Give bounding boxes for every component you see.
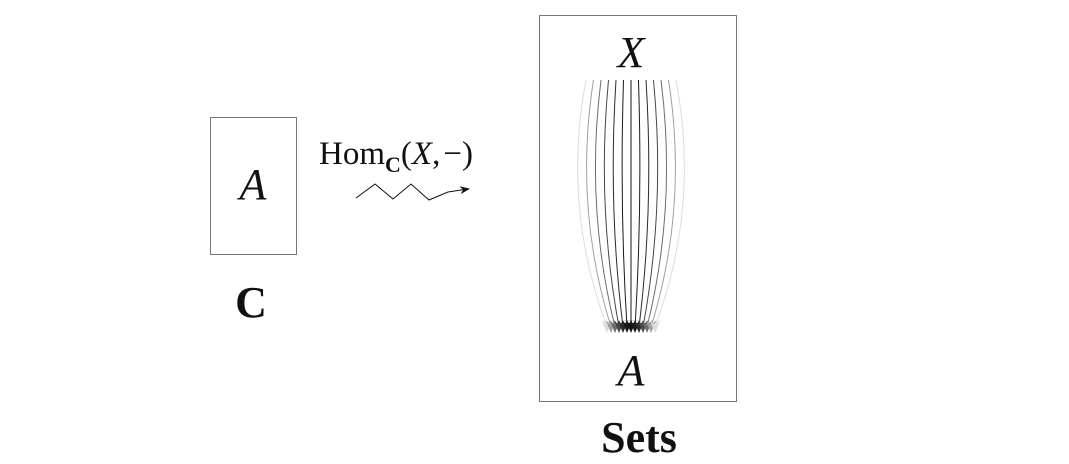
sets-name: Sets <box>601 413 677 462</box>
morphism-arrow <box>646 79 668 328</box>
hom-argument-x: X <box>410 136 434 172</box>
morphism-arrow <box>586 79 612 328</box>
morphism-arrowhead <box>629 320 641 333</box>
morphism-arrow <box>594 79 616 328</box>
morphism-arrowhead <box>637 320 649 333</box>
open-paren: ( <box>401 136 412 172</box>
category-c-box <box>210 117 297 255</box>
sets-bottom-a-label: A <box>615 346 646 395</box>
morphism-arrowhead <box>617 320 629 333</box>
morphism-arrowhead <box>625 320 637 333</box>
morphism-arrowhead <box>641 320 653 333</box>
morphism-arrow <box>634 79 641 328</box>
morphism-arrowhead <box>645 320 657 333</box>
morphism-arrowhead <box>621 320 633 333</box>
object-a-label: A <box>237 160 268 209</box>
morphism-arrowhead <box>633 320 645 333</box>
morphism-arrow <box>650 79 676 328</box>
hom-subscript: C <box>385 152 401 177</box>
morphism-arrow <box>603 79 620 328</box>
category-c-name: C <box>235 278 267 327</box>
morphism-arrow <box>621 79 628 328</box>
morphism-arrow <box>642 79 659 328</box>
morphism-arrowhead <box>613 320 625 333</box>
placeholder-dash: − <box>443 136 462 172</box>
morphism-arrow <box>577 79 608 328</box>
sets-top-x-label: X <box>616 28 647 77</box>
sets-box <box>539 15 737 402</box>
morphism-arrow <box>612 79 624 328</box>
comma: , <box>432 136 440 172</box>
morphism-arrowhead <box>649 320 661 333</box>
morphism-arrow-fan <box>577 79 685 333</box>
functor-squiggle-arrow <box>355 183 470 201</box>
close-paren: ) <box>462 136 473 172</box>
morphism-arrowhead <box>609 320 621 333</box>
morphism-arrow <box>654 79 685 328</box>
morphism-arrow <box>638 79 650 328</box>
hom-functor-label: HomC(X,−) <box>319 136 473 177</box>
hom-prefix: Hom <box>319 136 385 172</box>
